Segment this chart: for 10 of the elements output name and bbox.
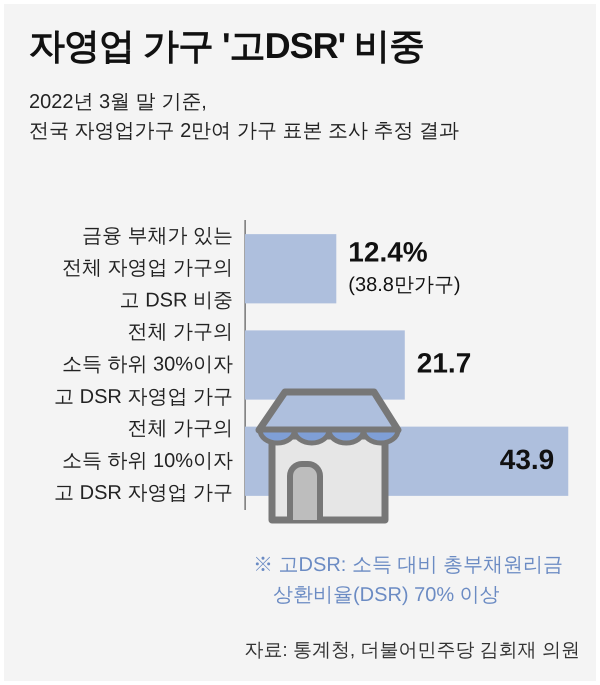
text: ※ 고DSR: 소득 대비 총부채원리금 상환비율(DSR) 70% 이상	[253, 553, 564, 608]
data-label: 43.9	[500, 444, 554, 475]
chart-title: 자영업 가구 '고DSR' 비중	[29, 24, 424, 68]
y-tick-label: 전체 가구의 소득 하위 10%이자 고 DSR 자영업 가구	[54, 417, 233, 504]
data-label: 21.7	[416, 348, 472, 379]
y-tick-label: 금융 부채가 있는 전체 자영업 가구의 고 DSR 비중	[62, 224, 233, 312]
text: 자료: 통계청, 더불어민주당 김회재 의원	[244, 639, 580, 663]
chart-subtitle: 2022년 3월 말 기준, 전국 자영업가구 2만여 가구 표본 조사 추정 결과	[29, 90, 460, 144]
data-label: 12.4% (38.8만가구)	[348, 236, 461, 296]
y-tick-label: 전체 가구의 소득 하위 30%이자 고 DSR 자영업 가구	[54, 321, 233, 408]
